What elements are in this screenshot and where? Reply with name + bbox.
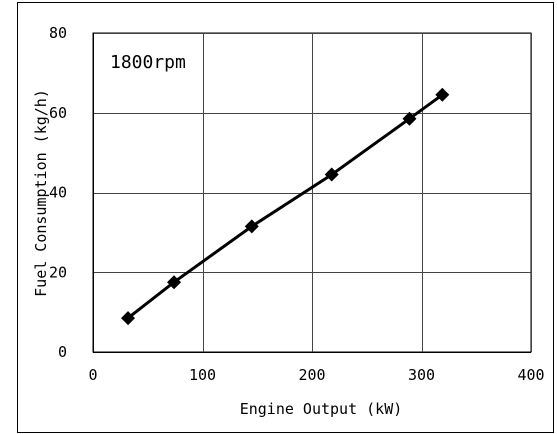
data-point-marker: [167, 275, 182, 290]
series-line: [127, 93, 444, 320]
y-tick-label: 0: [58, 343, 67, 361]
grid-layer: [92, 32, 532, 353]
y-tick-label: 40: [49, 184, 67, 202]
data-point-marker: [244, 219, 259, 234]
x-tick-label: 400: [517, 366, 544, 384]
y-axis-label: Fuel Consumption (kg/h): [32, 89, 50, 297]
x-tick-label: 200: [298, 366, 325, 384]
data-point-marker: [324, 167, 339, 182]
labels-layer: 0 100 200 300 400 0 20 40 60 80: [49, 24, 545, 384]
y-tick-label: 60: [49, 104, 67, 122]
data-point-marker: [402, 111, 417, 126]
x-tick-label: 300: [408, 366, 435, 384]
x-axis-label: Engine Output (kW): [240, 400, 403, 418]
x-tick-label: 0: [88, 366, 97, 384]
data-point-marker: [435, 87, 450, 102]
series-layer: [121, 87, 450, 326]
x-tick-label: 100: [189, 366, 216, 384]
rpm-annotation: 1800rpm: [110, 52, 186, 73]
y-tick-label: 20: [49, 263, 67, 281]
data-point-marker: [121, 311, 136, 326]
axes-layer: [17, 2, 554, 433]
y-tick-label: 80: [49, 24, 67, 42]
chart-border: [17, 2, 554, 433]
